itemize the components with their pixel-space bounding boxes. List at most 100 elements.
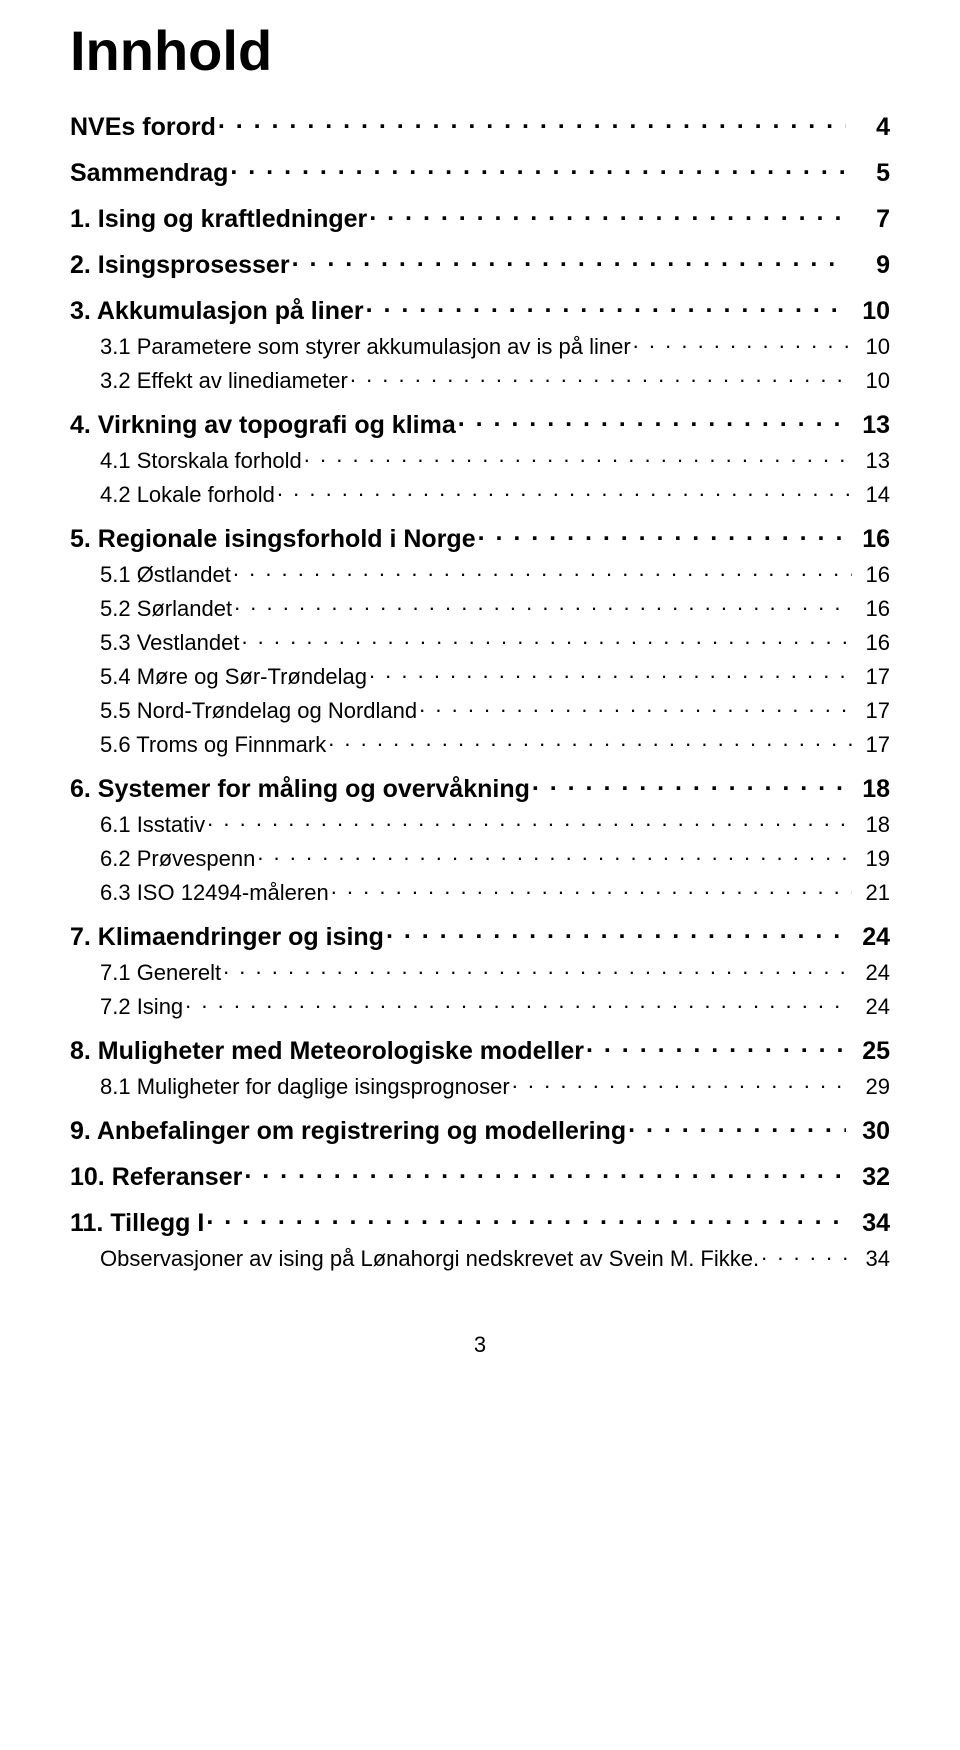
toc-entry: 4.1 Storskala forhold. . . . . . . . . .… <box>70 446 890 474</box>
toc-leader: . . . . . . . . . . . . . . . . . . . . … <box>241 628 852 650</box>
toc-entry-label: 6. Systemer for måling og overvåkning <box>70 775 530 804</box>
toc-entry-page: 10 <box>852 368 890 394</box>
toc-entry-label: 5. Regionale isingsforhold i Norge <box>70 525 476 554</box>
toc-entry-label: 6.2 Prøvespenn <box>100 846 255 872</box>
toc-entry-label: 3.1 Parametere som styrer akkumulasjon a… <box>100 334 631 360</box>
toc-entry: 5.2 Sørlandet. . . . . . . . . . . . . .… <box>70 594 890 622</box>
toc-entry-page: 16 <box>846 525 890 554</box>
toc-leader: . . . . . . . . . . . . . . . . . . . . … <box>478 522 846 547</box>
toc-leader: . . . . . . . . . . . . . . . . . . . . … <box>207 810 852 832</box>
toc-leader: . . . . . . . . . . . . . . . . . . . . … <box>366 294 846 319</box>
toc-entry-label: Sammendrag <box>70 159 228 188</box>
toc-entry-label: 6.1 Isstativ <box>100 812 205 838</box>
toc-entry-page: 34 <box>846 1209 890 1238</box>
toc-entry-page: 29 <box>852 1074 890 1100</box>
toc-leader: . . . . . . . . . . . . . . . . . . . . … <box>419 696 852 718</box>
toc-entry-label: NVEs forord <box>70 113 216 142</box>
toc-entry-page: 13 <box>846 411 890 440</box>
toc-entry: 7.1 Generelt. . . . . . . . . . . . . . … <box>70 958 890 986</box>
toc-leader: . . . . . . . . . . . . . . . . . . . . … <box>277 480 852 502</box>
toc-entry: 7.2 Ising. . . . . . . . . . . . . . . .… <box>70 992 890 1020</box>
toc-entry: 5.1 Østlandet. . . . . . . . . . . . . .… <box>70 560 890 588</box>
toc-entry-label: 5.4 Møre og Sør-Trøndelag <box>100 664 367 690</box>
toc-entry: Observasjoner av ising på Lønahorgi neds… <box>70 1244 890 1272</box>
toc-entry: 4. Virkning av topografi og klima. . . .… <box>70 408 890 440</box>
toc-leader: . . . . . . . . . . . . . . . . . . . . … <box>328 730 852 752</box>
toc-entry-label: 7.2 Ising <box>100 994 183 1020</box>
toc-entry: 2. Isingsprosesser. . . . . . . . . . . … <box>70 248 890 280</box>
toc-entry-page: 19 <box>852 846 890 872</box>
toc-entry-label: 10. Referanser <box>70 1163 242 1192</box>
toc-leader: . . . . . . . . . . . . . . . . . . . . … <box>532 772 846 797</box>
toc-entry-label: 4. Virkning av topografi og klima <box>70 411 456 440</box>
toc-leader: . . . . . . . . . . . . . . . . . . . . … <box>257 844 852 866</box>
toc-leader: . . . . . . . . . . . . . . . . . . . . … <box>292 248 846 273</box>
toc-entry: 11. Tillegg I. . . . . . . . . . . . . .… <box>70 1206 890 1238</box>
toc-entry-label: 5.3 Vestlandet <box>100 630 239 656</box>
toc-leader: . . . . . . . . . . . . . . . . . . . . … <box>350 366 852 388</box>
toc-entry: 7. Klimaendringer og ising. . . . . . . … <box>70 920 890 952</box>
toc-entry-page: 17 <box>852 664 890 690</box>
toc-entry: 8. Muligheter med Meteorologiske modelle… <box>70 1034 890 1066</box>
toc-entry-page: 24 <box>852 960 890 986</box>
toc-entry-label: 7. Klimaendringer og ising <box>70 923 384 952</box>
toc-leader: . . . . . . . . . . . . . . . . . . . . … <box>586 1034 846 1059</box>
toc-entry: 10. Referanser. . . . . . . . . . . . . … <box>70 1160 890 1192</box>
toc-entry: NVEs forord. . . . . . . . . . . . . . .… <box>70 110 890 142</box>
toc-entry: 4.2 Lokale forhold. . . . . . . . . . . … <box>70 480 890 508</box>
toc-entry: Sammendrag. . . . . . . . . . . . . . . … <box>70 156 890 188</box>
toc-entry-label: 5.1 Østlandet <box>100 562 231 588</box>
toc-leader: . . . . . . . . . . . . . . . . . . . . … <box>185 992 852 1014</box>
toc-entry: 5.6 Troms og Finnmark. . . . . . . . . .… <box>70 730 890 758</box>
toc-entry-label: 5.2 Sørlandet <box>100 596 232 622</box>
toc-entry-label: 11. Tillegg I <box>70 1209 204 1238</box>
toc-entry-label: 2. Isingsprosesser <box>70 251 290 280</box>
table-of-contents: NVEs forord. . . . . . . . . . . . . . .… <box>70 110 890 1272</box>
toc-entry-label: Observasjoner av ising på Lønahorgi neds… <box>100 1246 759 1272</box>
toc-entry-label: 5.6 Troms og Finnmark <box>100 732 326 758</box>
toc-entry-page: 16 <box>852 596 890 622</box>
toc-entry: 5.5 Nord-Trøndelag og Nordland. . . . . … <box>70 696 890 724</box>
toc-entry-page: 18 <box>852 812 890 838</box>
toc-entry-label: 4.2 Lokale forhold <box>100 482 275 508</box>
toc-entry-page: 16 <box>852 562 890 588</box>
toc-entry: 6. Systemer for måling og overvåkning. .… <box>70 772 890 804</box>
toc-entry: 6.1 Isstativ. . . . . . . . . . . . . . … <box>70 810 890 838</box>
toc-entry-page: 17 <box>852 698 890 724</box>
toc-leader: . . . . . . . . . . . . . . . . . . . . … <box>628 1114 846 1139</box>
toc-entry-page: 13 <box>852 448 890 474</box>
toc-entry-label: 7.1 Generelt <box>100 960 221 986</box>
page-title: Innhold <box>70 20 890 82</box>
toc-leader: . . . . . . . . . . . . . . . . . . . . … <box>244 1160 846 1185</box>
toc-leader: . . . . . . . . . . . . . . . . . . . . … <box>230 156 846 181</box>
toc-leader: . . . . . . . . . . . . . . . . . . . . … <box>369 662 852 684</box>
toc-leader: . . . . . . . . . . . . . . . . . . . . … <box>234 594 852 616</box>
toc-entry-label: 8. Muligheter med Meteorologiske modelle… <box>70 1037 584 1066</box>
toc-leader: . . . . . . . . . . . . . . . . . . . . … <box>304 446 852 468</box>
toc-entry-page: 17 <box>852 732 890 758</box>
toc-entry-page: 14 <box>852 482 890 508</box>
toc-entry-page: 25 <box>846 1037 890 1066</box>
toc-entry-page: 4 <box>846 113 890 142</box>
toc-entry-label: 3. Akkumulasjon på liner <box>70 297 364 326</box>
toc-leader: . . . . . . . . . . . . . . . . . . . . … <box>218 110 846 135</box>
toc-entry-page: 34 <box>852 1246 890 1272</box>
toc-entry-page: 5 <box>846 159 890 188</box>
toc-entry-page: 24 <box>846 923 890 952</box>
toc-entry-page: 16 <box>852 630 890 656</box>
toc-entry: 6.2 Prøvespenn. . . . . . . . . . . . . … <box>70 844 890 872</box>
toc-entry-label: 9. Anbefalinger om registrering og model… <box>70 1117 626 1146</box>
toc-entry-page: 30 <box>846 1117 890 1146</box>
toc-entry: 5. Regionale isingsforhold i Norge. . . … <box>70 522 890 554</box>
toc-leader: . . . . . . . . . . . . . . . . . . . . … <box>458 408 846 433</box>
toc-entry: 6.3 ISO 12494-måleren. . . . . . . . . .… <box>70 878 890 906</box>
toc-leader: . . . . . . . . . . . . . . . . . . . . … <box>331 878 852 900</box>
toc-entry: 3.2 Effekt av linediameter. . . . . . . … <box>70 366 890 394</box>
toc-entry: 3.1 Parametere som styrer akkumulasjon a… <box>70 332 890 360</box>
toc-entry-page: 9 <box>846 251 890 280</box>
toc-entry-label: 4.1 Storskala forhold <box>100 448 302 474</box>
page-number: 3 <box>70 1332 890 1358</box>
toc-entry: 9. Anbefalinger om registrering og model… <box>70 1114 890 1146</box>
toc-entry-label: 8.1 Muligheter for daglige isingsprognos… <box>100 1074 510 1100</box>
toc-entry-label: 1. Ising og kraftledninger <box>70 205 367 234</box>
